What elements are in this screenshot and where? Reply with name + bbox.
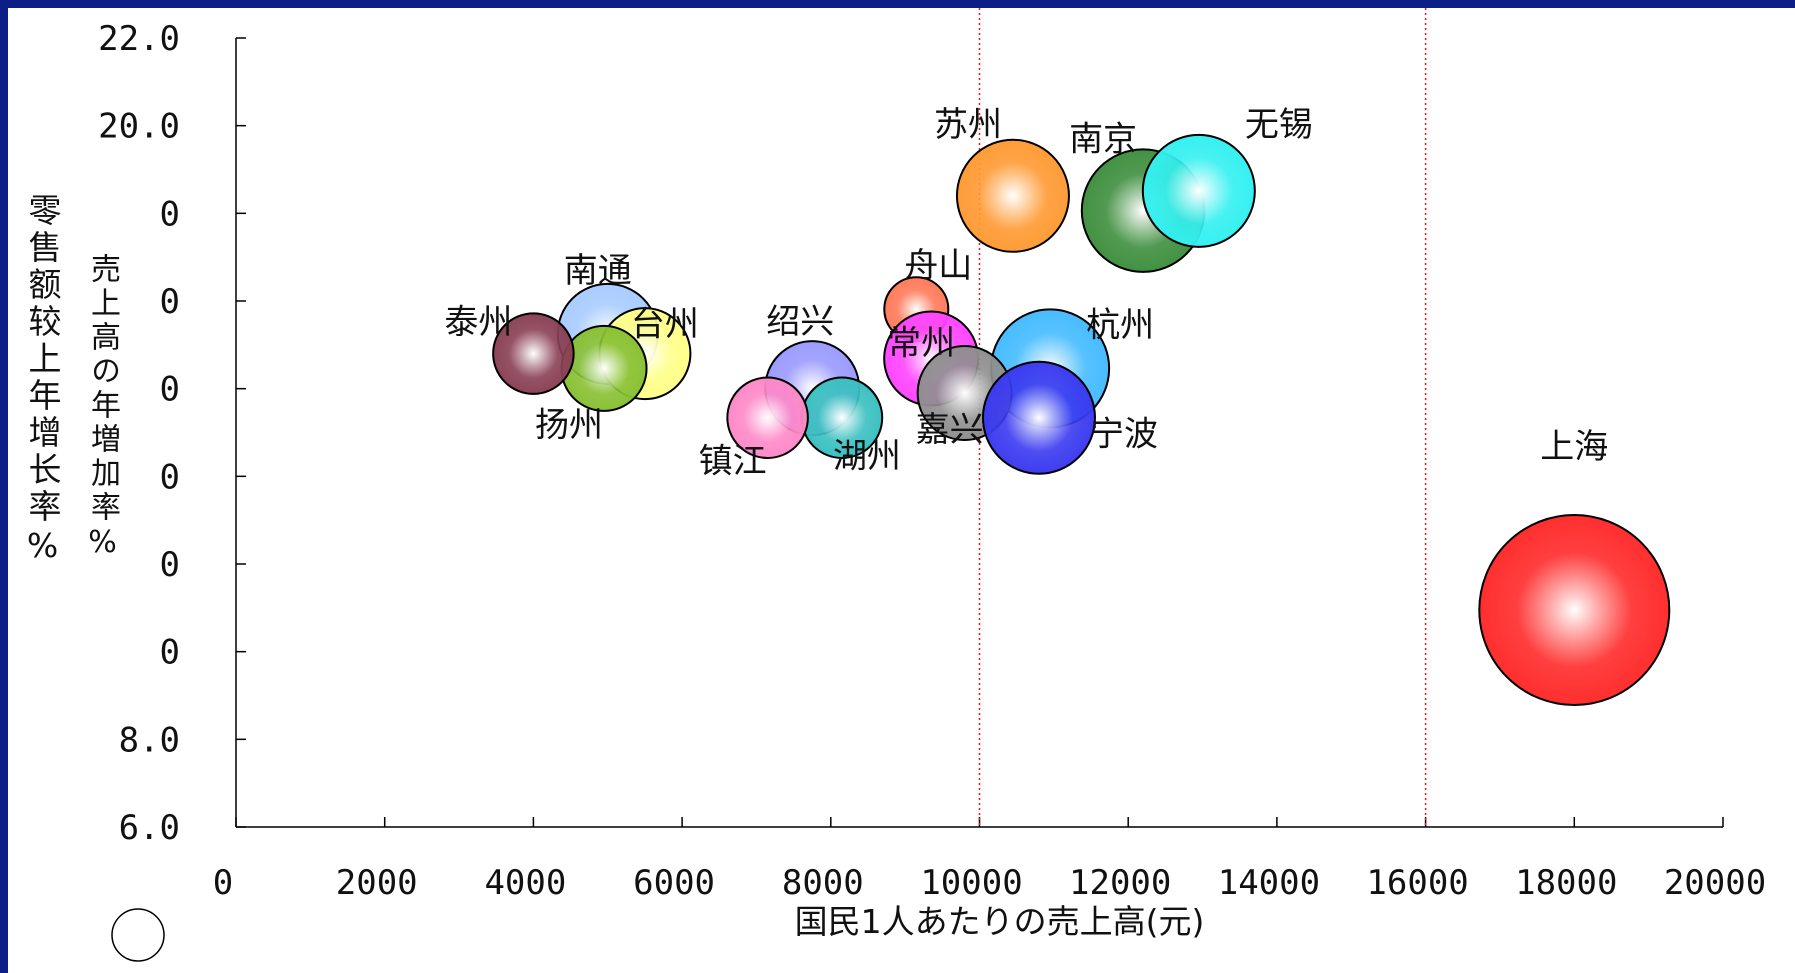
y-tick-label: 22.0 <box>98 19 180 59</box>
y-tick-label: 0 <box>160 282 180 322</box>
y-tick-label: 8.0 <box>119 720 180 760</box>
bubble-label: 泰州 <box>444 303 512 343</box>
bubble <box>1478 514 1671 707</box>
x-tick-label: 16000 <box>1366 863 1468 903</box>
bubble <box>726 376 809 459</box>
bubble-chart: 6.0 8.0 0 0 0 0 0 0 20.0 22.0 0 2000 4000 6000 8000 100… <box>98 8 1766 962</box>
bubble-label: 常州 <box>887 324 955 364</box>
y-tick-label: 0 <box>160 633 180 673</box>
bubble-label: 镇江 <box>699 442 767 482</box>
y-axis-label-secondary: 売上高の年増加率% <box>85 253 120 564</box>
x-tick-label: 10000 <box>920 863 1022 903</box>
bubble <box>955 138 1070 253</box>
x-tick-label: 0 <box>213 863 233 903</box>
bubble-label: 南通 <box>564 251 632 291</box>
bubble <box>1141 133 1256 248</box>
bubble-label: 苏州 <box>934 105 1002 145</box>
bubble-label: 舟山 <box>904 246 972 286</box>
y-tick-label: 0 <box>160 194 180 234</box>
bubble-label: 扬州 <box>535 405 603 445</box>
x-tick-label: 2000 <box>336 863 418 903</box>
y-axis-label-primary: 零售额较上年增长率% <box>23 193 62 569</box>
x-tick-label: 8000 <box>782 863 864 903</box>
x-tick-label: 12000 <box>1069 863 1171 903</box>
x-tick-label: 4000 <box>484 863 566 903</box>
legend-circle-icon <box>111 908 165 962</box>
bubble <box>492 312 575 395</box>
bubble-label: 宁波 <box>1090 415 1158 455</box>
bubble-label: 南京 <box>1069 120 1137 160</box>
x-tick-label: 6000 <box>633 863 715 903</box>
x-axis-label: 国民1人あたりの売上高(元) <box>795 902 1205 941</box>
x-tick-label: 20000 <box>1664 863 1766 903</box>
bubble-label: 湖州 <box>833 437 901 477</box>
chart-panel: 零售额较上年增长率% 売上高の年増加率% 6.0 8.0 0 0 0 0 0 0 20.0 22.… <box>8 8 1795 973</box>
bubble-label: 绍兴 <box>766 302 834 342</box>
bubble-label: 杭州 <box>1086 305 1154 345</box>
bubble-label: 嘉兴 <box>916 410 984 450</box>
y-tick-label: 20.0 <box>98 107 180 147</box>
x-tick-label: 14000 <box>1218 863 1320 903</box>
bubble-label: 上海 <box>1540 427 1608 467</box>
y-tick-label: 0 <box>160 370 180 410</box>
x-tick-label: 18000 <box>1515 863 1617 903</box>
y-tick-label: 0 <box>160 545 180 585</box>
y-tick-label: 6.0 <box>119 808 180 848</box>
bubble-label: 无锡 <box>1245 105 1313 145</box>
bubble <box>981 360 1096 475</box>
bubble-label: 台州 <box>631 305 699 345</box>
y-tick-label: 0 <box>160 457 180 497</box>
